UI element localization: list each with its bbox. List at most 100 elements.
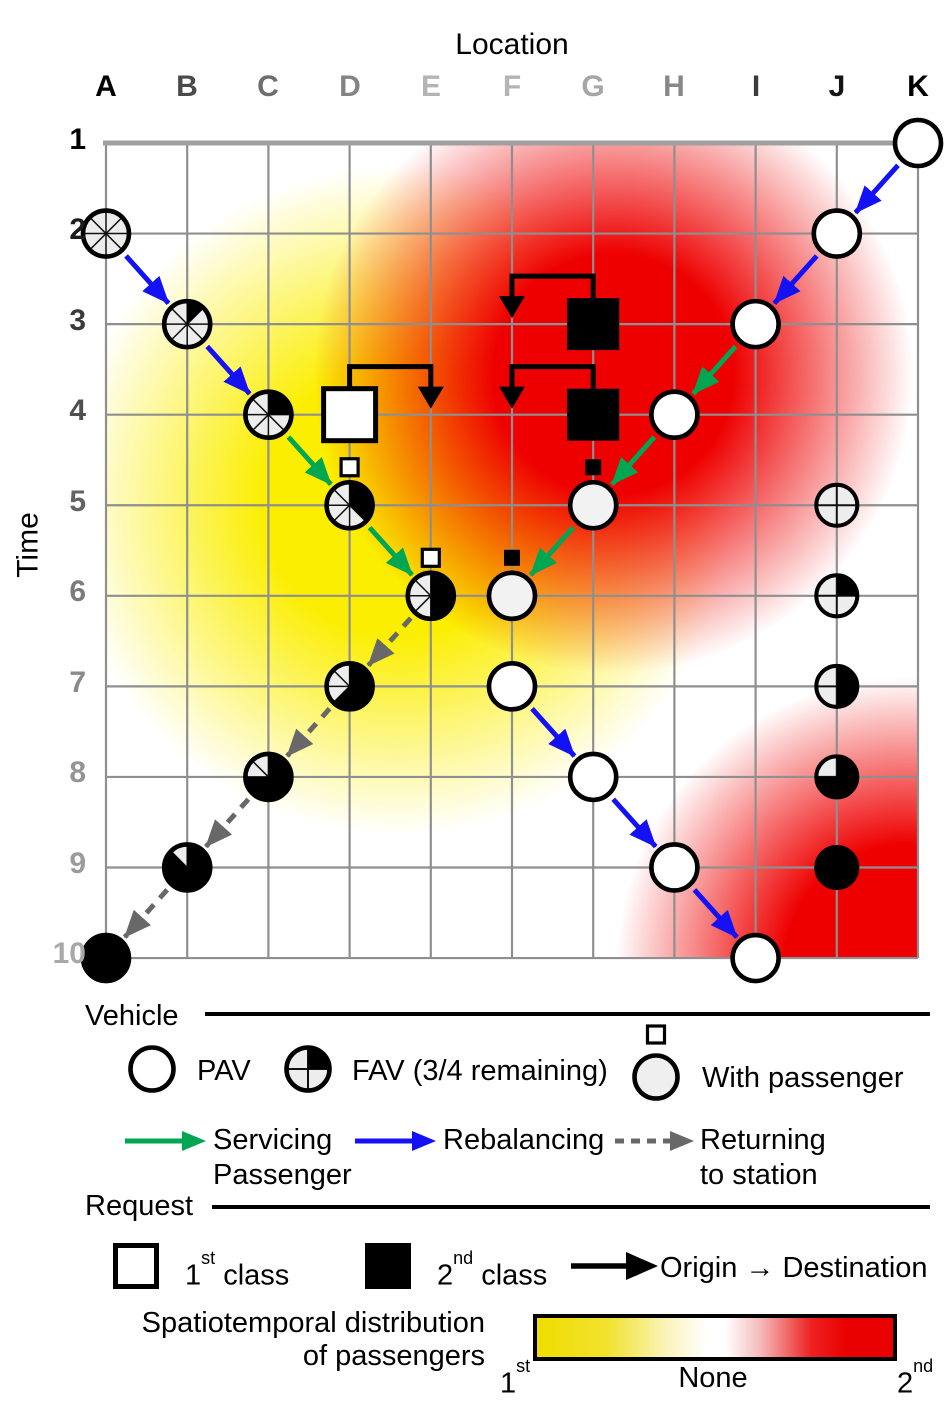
legend-returning-label-1: Returning bbox=[700, 1124, 826, 1156]
arrow-servicing-C4-D5 bbox=[286, 435, 333, 487]
vehicle-J5 bbox=[814, 482, 860, 528]
col-label-I: I bbox=[751, 70, 761, 103]
vehicle-F7 bbox=[486, 661, 538, 712]
col-label-G: G bbox=[581, 70, 605, 103]
vehicle-section-divider bbox=[205, 1012, 930, 1016]
legend-pav-label: PAV bbox=[197, 1055, 251, 1087]
legend-second-class-label: 2nd class bbox=[437, 1248, 548, 1293]
returning-arrow-icon bbox=[615, 1131, 694, 1151]
vehicle-G5 bbox=[567, 479, 619, 531]
arrow-returning-C8-B9 bbox=[204, 797, 251, 849]
request-G3 bbox=[499, 273, 620, 351]
pav-icon bbox=[128, 1045, 176, 1093]
request-G4 bbox=[499, 364, 620, 441]
col-label-B: B bbox=[176, 70, 198, 103]
col-label-F: F bbox=[502, 70, 522, 103]
vehicle-K1 bbox=[892, 117, 944, 169]
legend-servicing-label-1: Servicing bbox=[213, 1124, 333, 1156]
fav-icon bbox=[284, 1045, 332, 1093]
second-class-sup: nd bbox=[453, 1248, 474, 1268]
arrow-servicing-I3-H4 bbox=[691, 344, 738, 396]
vehicle-J9 bbox=[814, 844, 860, 890]
distribution-label-line2: of passengers bbox=[302, 1340, 485, 1372]
onboard-first-class-D5 bbox=[339, 457, 360, 478]
rebalancing-arrow-icon bbox=[355, 1131, 436, 1151]
colorbar-right-base: 2 bbox=[897, 1367, 914, 1400]
row-label-4: 4 bbox=[69, 394, 86, 427]
legend-vehicle-header: Vehicle bbox=[85, 1000, 179, 1032]
chart-area bbox=[80, 117, 944, 984]
colorbar-left-base: 1 bbox=[500, 1367, 517, 1400]
distribution-label: Spatiotemporal distribution of passenger… bbox=[95, 1307, 485, 1373]
arrow-returning-E6-D7 bbox=[366, 616, 413, 668]
arrow-servicing-H4-G5 bbox=[610, 435, 657, 487]
vehicle-I3 bbox=[730, 298, 781, 350]
first-class-sup: st bbox=[201, 1248, 216, 1268]
row-label-6: 6 bbox=[69, 575, 86, 608]
vehicle-B9 bbox=[161, 842, 213, 893]
arrow-rebalancing-B3-C4 bbox=[205, 344, 252, 396]
legend-servicing-label-2: Passenger bbox=[213, 1159, 352, 1191]
vehicle-F6 bbox=[486, 570, 538, 622]
colorbar-left-label: 1st bbox=[500, 1356, 530, 1401]
servicing-arrow-icon bbox=[125, 1131, 206, 1151]
vehicle-H9 bbox=[649, 842, 700, 893]
vehicle-G8 bbox=[567, 751, 619, 803]
vehicle-C4 bbox=[243, 389, 294, 440]
row-label-5: 5 bbox=[69, 485, 86, 518]
row-label-2: 2 bbox=[69, 213, 86, 246]
second-class-rest: class bbox=[473, 1259, 548, 1292]
row-label-1: 1 bbox=[69, 123, 86, 156]
arrow-servicing-G5-F6 bbox=[528, 525, 576, 577]
col-label-E: E bbox=[420, 70, 442, 103]
legend-fav-label: FAV (3/4 remaining) bbox=[352, 1055, 608, 1087]
heatmap-blob-2nd bbox=[616, 677, 918, 959]
onboard-second-class-G5 bbox=[585, 459, 602, 476]
vehicle-D7 bbox=[324, 661, 375, 712]
vehicle-J8 bbox=[814, 754, 860, 800]
row-label-10: 10 bbox=[52, 937, 86, 970]
distribution-label-line1: Spatiotemporal distribution bbox=[141, 1307, 485, 1339]
arrow-rebalancing-F7-G8 bbox=[530, 707, 577, 758]
vehicle-J2 bbox=[811, 208, 863, 259]
vehicle-H4 bbox=[649, 389, 700, 440]
arrow-rebalancing-K1-J2 bbox=[853, 163, 900, 215]
arrow-rebalancing-G8-H9 bbox=[611, 797, 658, 849]
col-label-D: D bbox=[339, 70, 361, 103]
x-axis-title: Location bbox=[455, 28, 569, 61]
grid-lines bbox=[103, 140, 921, 960]
with-passenger-icon bbox=[632, 1024, 680, 1101]
legend-rebalancing-label: Rebalancing bbox=[443, 1124, 605, 1156]
y-axis-title: Time bbox=[11, 512, 45, 578]
second-class-base: 2 bbox=[437, 1259, 454, 1292]
vehicle-A10 bbox=[80, 932, 132, 984]
legend-origin-destination-label: Origin → Destination bbox=[660, 1252, 928, 1284]
col-label-K: K bbox=[907, 70, 929, 103]
onboard-first-class-E6 bbox=[420, 547, 441, 568]
vehicle-J6 bbox=[814, 573, 860, 619]
row-label-7: 7 bbox=[69, 666, 86, 699]
row-label-8: 8 bbox=[69, 756, 86, 789]
second-class-icon bbox=[365, 1243, 411, 1289]
legend-returning-label-2: to station bbox=[700, 1159, 818, 1191]
colorbar-right-label: 2nd bbox=[897, 1356, 933, 1401]
arrow-returning-B9-A10 bbox=[122, 888, 170, 939]
vehicle-C8 bbox=[243, 751, 294, 803]
onboard-second-class-F6 bbox=[504, 549, 520, 566]
vehicle-B3 bbox=[161, 298, 213, 350]
col-label-H: H bbox=[663, 70, 685, 103]
arrow-returning-D7-C8 bbox=[285, 707, 332, 758]
arrow-servicing-D5-E6 bbox=[367, 525, 414, 577]
legend-request-header: Request bbox=[85, 1190, 194, 1222]
colorbar-right-sup: nd bbox=[913, 1356, 934, 1376]
first-class-rest: class bbox=[215, 1259, 290, 1292]
first-class-base: 1 bbox=[185, 1259, 202, 1292]
request-section-divider bbox=[212, 1205, 930, 1209]
legend-first-class-label: 1st class bbox=[185, 1248, 290, 1293]
colorbar-left-sup: st bbox=[516, 1356, 531, 1376]
vehicle-J7 bbox=[814, 663, 860, 709]
arrow-rebalancing-A2-B3 bbox=[124, 254, 171, 305]
arrow-rebalancing-J2-I3 bbox=[772, 254, 819, 305]
vehicle-I10 bbox=[730, 932, 781, 984]
